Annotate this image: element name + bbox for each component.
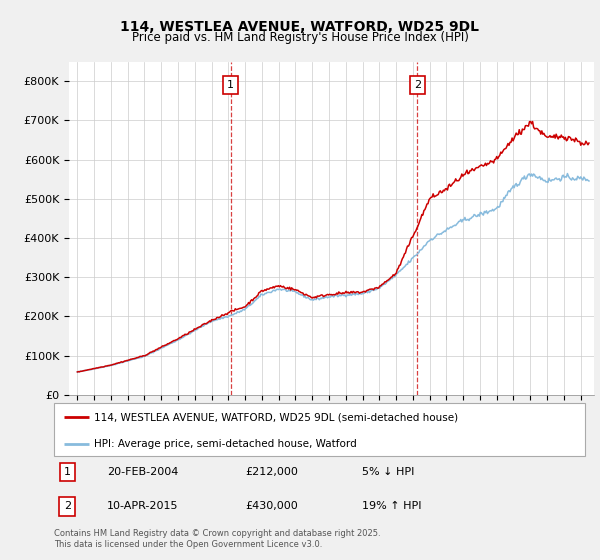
FancyBboxPatch shape [54, 403, 585, 456]
Text: 19% ↑ HPI: 19% ↑ HPI [362, 501, 421, 511]
Text: £212,000: £212,000 [245, 467, 298, 477]
Text: 10-APR-2015: 10-APR-2015 [107, 501, 179, 511]
Text: Price paid vs. HM Land Registry's House Price Index (HPI): Price paid vs. HM Land Registry's House … [131, 31, 469, 44]
Text: Contains HM Land Registry data © Crown copyright and database right 2025.
This d: Contains HM Land Registry data © Crown c… [54, 529, 380, 549]
Text: 1: 1 [64, 467, 71, 477]
Text: 2: 2 [64, 501, 71, 511]
Text: £430,000: £430,000 [245, 501, 298, 511]
Text: 2: 2 [414, 80, 421, 90]
Text: HPI: Average price, semi-detached house, Watford: HPI: Average price, semi-detached house,… [94, 438, 356, 449]
Text: 114, WESTLEA AVENUE, WATFORD, WD25 9DL: 114, WESTLEA AVENUE, WATFORD, WD25 9DL [121, 20, 479, 34]
Text: 5% ↓ HPI: 5% ↓ HPI [362, 467, 415, 477]
Text: 20-FEB-2004: 20-FEB-2004 [107, 467, 178, 477]
Text: 114, WESTLEA AVENUE, WATFORD, WD25 9DL (semi-detached house): 114, WESTLEA AVENUE, WATFORD, WD25 9DL (… [94, 412, 458, 422]
Text: 1: 1 [227, 80, 234, 90]
